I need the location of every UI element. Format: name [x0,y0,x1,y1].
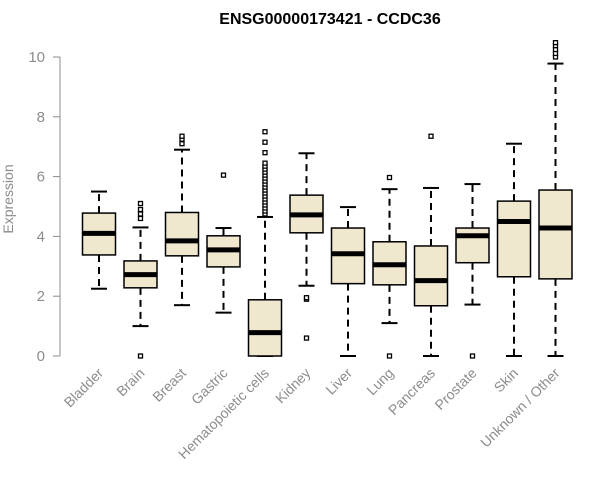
outlier-point [388,354,392,358]
outlier-point [471,354,475,358]
x-tick-label: Skin [491,365,522,396]
box-group [290,153,323,340]
outlier-point [263,161,267,165]
y-axis: 0 2 4 6 8 10 [28,49,60,365]
x-tick-label: Bladder [61,365,107,411]
box-group [124,202,157,358]
outlier-point [139,202,143,206]
box-iqr [166,212,199,255]
x-tick-label: Lung [363,365,396,398]
box-group [415,134,448,356]
y-tick-label: 0 [37,348,45,365]
box-iqr [498,201,531,277]
outlier-point [180,134,184,138]
x-tick-label: Unknown / Other [477,365,563,451]
x-tick-label: Prostate [431,365,479,413]
box-iqr [539,190,572,279]
box-group [332,207,365,356]
x-tick-label: Kidney [272,365,314,407]
box-group [456,184,489,358]
outlier-point [139,212,143,216]
box-iqr [415,246,448,306]
chart-title: ENSG00000173421 - CCDC36 [219,11,441,28]
box-iqr [249,300,282,356]
outlier-point [263,151,267,155]
outlier-point [139,207,143,211]
outlier-point [139,216,143,220]
y-tick-label: 8 [37,109,45,126]
box-group [249,130,282,356]
outlier-point [429,134,433,138]
outlier-point [554,41,558,45]
x-tick-label: Liver [322,365,355,398]
y-tick-label: 10 [28,49,45,66]
box-iqr [456,228,489,263]
outlier-point [305,296,309,300]
box-group [207,173,240,313]
y-tick-label: 4 [37,228,45,245]
outlier-point [222,173,226,177]
box-group [83,192,116,289]
box-group [166,134,199,305]
y-axis-label: Expression [0,164,16,233]
box-group [498,144,531,356]
x-tick-label: Breast [149,365,189,405]
outlier-point [263,140,267,144]
outlier-point [180,142,184,146]
outlier-point [305,336,309,340]
y-tick-label: 2 [37,288,45,305]
y-tick-label: 6 [37,169,45,186]
outlier-point [388,175,392,179]
box-group [373,175,406,358]
box-series [83,41,573,358]
x-tick-label: Brain [113,365,147,399]
outlier-point [139,354,143,358]
outlier-point [263,130,267,134]
box-group [539,41,572,356]
